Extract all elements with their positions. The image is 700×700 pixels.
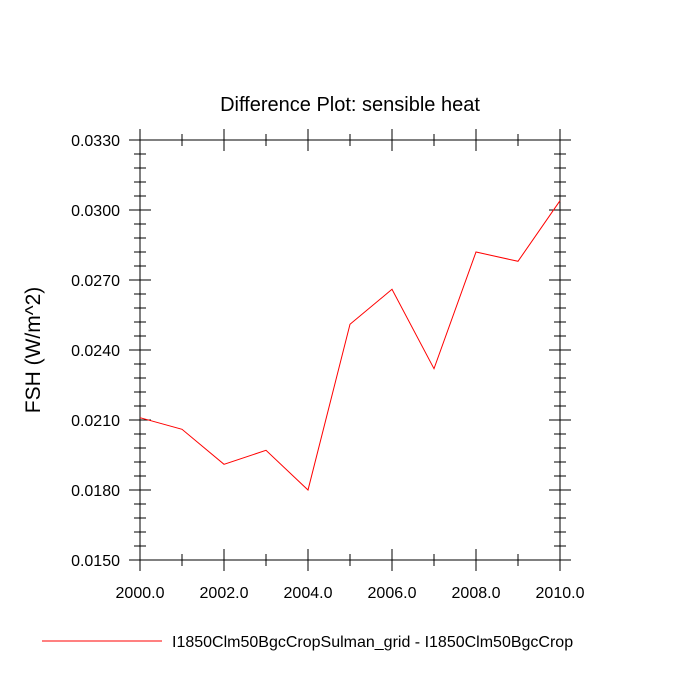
series-lines bbox=[139, 200, 561, 491]
legend-label: I1850Clm50BgcCropSulman_grid - I1850Clm5… bbox=[172, 634, 573, 651]
x-tick-label: 2008.0 bbox=[452, 585, 501, 602]
y-tick-label: 0.0270 bbox=[71, 273, 120, 290]
x-tick-label: 2004.0 bbox=[284, 585, 333, 602]
x-tick-label: 2010.0 bbox=[536, 585, 585, 602]
y-tick-label: 0.0210 bbox=[71, 413, 120, 430]
axis-ticks bbox=[129, 129, 571, 571]
y-axis-label: FSH (W/m^2) bbox=[22, 287, 45, 414]
x-tick-labels: 2000.0 2002.0 2004.0 2006.0 2008.0 2010.0 bbox=[116, 585, 585, 602]
y-tick-label: 0.0150 bbox=[71, 553, 120, 570]
x-tick-label: 2000.0 bbox=[116, 585, 165, 602]
x-tick-label: 2002.0 bbox=[200, 585, 249, 602]
y-tick-label: 0.0330 bbox=[71, 133, 120, 150]
legend: I1850Clm50BgcCropSulman_grid - I1850Clm5… bbox=[42, 634, 573, 651]
y-tick-label: 0.0240 bbox=[71, 343, 120, 360]
y-tick-label: 0.0180 bbox=[71, 483, 120, 500]
plot-frame bbox=[139, 139, 561, 561]
x-tick-label: 2006.0 bbox=[368, 585, 417, 602]
y-tick-labels: 0.0150 0.0180 0.0210 0.0240 0.0270 0.0300 0.03… bbox=[71, 133, 120, 570]
chart-title: Difference Plot: sensible heat bbox=[220, 94, 480, 116]
y-tick-label: 0.0300 bbox=[71, 203, 120, 220]
series-line bbox=[139, 200, 561, 491]
